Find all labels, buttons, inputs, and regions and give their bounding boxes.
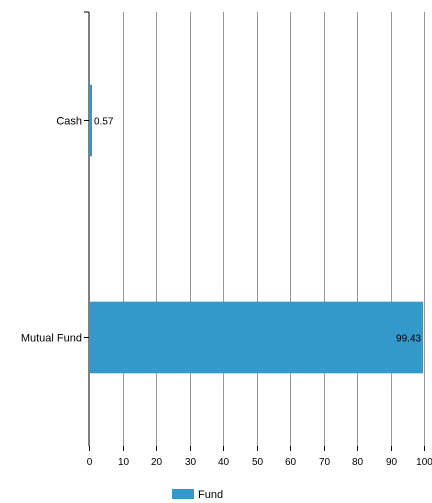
x-tick-label: 60 [285, 457, 297, 468]
x-tick-label: 100 [416, 457, 432, 468]
x-tick-label: 30 [185, 457, 197, 468]
value-axis: 0 10 20 30 40 50 60 70 80 90 100 [87, 446, 432, 468]
x-tick-label: 10 [118, 457, 130, 468]
category-label: Cash [56, 116, 82, 128]
category-label: Mutual Fund [21, 333, 82, 345]
bar [90, 84, 92, 157]
bars [90, 84, 424, 374]
x-tick-label: 80 [352, 457, 364, 468]
x-tick-label: 70 [319, 457, 331, 468]
legend-label: Fund [198, 489, 223, 501]
legend-swatch [172, 489, 194, 499]
x-tick-label: 0 [87, 457, 93, 468]
bar [90, 301, 424, 374]
category-axis: Cash Mutual Fund [21, 116, 89, 345]
x-tick-label: 50 [252, 457, 264, 468]
gridlines [123, 12, 425, 446]
axes [84, 11, 90, 446]
x-tick-label: 90 [386, 457, 398, 468]
data-label: 99.43 [396, 334, 421, 345]
legend: Fund [172, 489, 223, 501]
x-tick-label: 20 [151, 457, 163, 468]
data-labels: 0.57 99.43 [94, 117, 422, 345]
x-tick-label: 40 [218, 457, 230, 468]
data-label: 0.57 [94, 117, 114, 128]
